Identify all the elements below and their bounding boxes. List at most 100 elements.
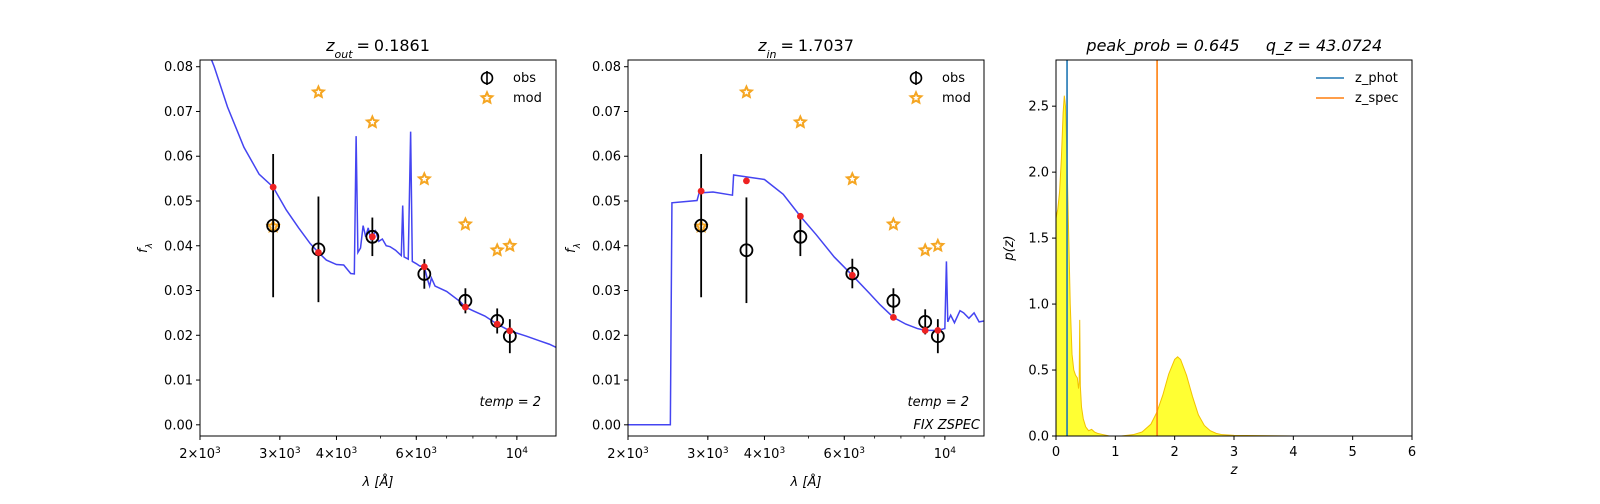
model-photometry-point <box>493 320 501 328</box>
legend-label-zphot: z_phot <box>1355 71 1398 86</box>
y-axis-label: p(z) <box>1002 235 1017 261</box>
model-photometry-point <box>934 326 942 334</box>
model-photometry-point <box>921 326 929 334</box>
model-spectrum-line <box>210 60 556 349</box>
x-tick-label: 0 <box>1052 445 1060 460</box>
legend-label-mod: mod <box>513 91 542 106</box>
mod-star-point <box>844 170 861 186</box>
plot-area <box>210 60 556 354</box>
x-axis-label: λ [Å] <box>362 474 394 490</box>
annotation-temp: temp = 2 <box>908 395 969 410</box>
y-axis-label: fλ <box>136 243 155 253</box>
legend-label-mod: mod <box>942 91 971 106</box>
model-photometry-point <box>420 263 428 271</box>
obs-point <box>845 266 860 281</box>
model-photometry-point <box>506 327 514 335</box>
y-tick-label: 0.00 <box>592 418 621 433</box>
mod-star-point <box>310 84 327 99</box>
y-tick-label: 2.0 <box>1028 166 1049 181</box>
x-tick-label: 3 <box>1230 445 1238 460</box>
x-tick-label: 5 <box>1349 445 1357 460</box>
model-photometry-point <box>461 303 469 311</box>
model-photometry-point <box>269 183 277 191</box>
x-tick-label: 6×103 <box>396 446 437 462</box>
obs-point <box>694 218 709 233</box>
y-axis: 0.0 0.5 1.0 1.5 2.0 2.5 <box>1028 100 1056 445</box>
model-photometry-point <box>889 313 897 321</box>
panel-title-peak-prob: peak_prob = 0.645 <box>1085 36 1239 56</box>
axes-frame <box>199 59 557 437</box>
mod-star-point <box>738 84 755 99</box>
model-spectrum-line <box>628 174 984 426</box>
obs-point <box>739 243 754 258</box>
plot-area <box>1056 60 1353 436</box>
legend: obs mod <box>479 71 542 106</box>
y-tick-label: 0.03 <box>592 284 621 299</box>
x-axis-label: z <box>1230 463 1239 478</box>
x-axis: 0 1 2 3 4 5 6 <box>1052 436 1416 460</box>
x-tick-label: 6 <box>1408 445 1416 460</box>
legend-mod-marker <box>479 89 495 105</box>
x-tick-label: 104 <box>506 446 529 462</box>
annotation-temp: temp = 2 <box>480 395 541 410</box>
legend-label-zspec: z_spec <box>1355 91 1399 106</box>
y-tick-label: 0.5 <box>1028 364 1049 379</box>
model-photometry-point <box>315 249 322 256</box>
panel-title-qz: q_z = 43.0724 <box>1266 36 1382 56</box>
x-axis-label: λ [Å] <box>790 474 822 490</box>
y-tick-label: 0.00 <box>164 418 193 433</box>
mod-star-point <box>364 114 381 129</box>
y-axis: 0.00 0.01 0.02 0.03 0.04 0.05 0.06 0.07 0.08 <box>592 60 628 433</box>
x-tick-label: 2 <box>1171 445 1179 460</box>
legend-mod-marker <box>908 89 924 105</box>
mod-star-point <box>885 216 902 231</box>
x-tick-label: 1 <box>1111 445 1119 460</box>
axes-frame <box>627 59 985 437</box>
y-tick-label: 0.08 <box>164 60 193 75</box>
x-tick-label: 104 <box>934 446 957 462</box>
model-photometry-point <box>743 177 750 185</box>
y-tick-label: 2.5 <box>1028 100 1049 115</box>
legend-star-icon <box>908 89 924 105</box>
y-tick-label: 0.06 <box>592 150 621 165</box>
y-tick-label: 0.02 <box>164 329 193 344</box>
y-tick-label: 0.05 <box>592 195 621 210</box>
mod-star-point <box>917 242 933 257</box>
legend-obs-marker <box>480 71 494 85</box>
obs-point <box>793 229 808 244</box>
y-tick-label: 0.08 <box>592 60 621 75</box>
model-photometry-point <box>848 271 856 279</box>
y-tick-label: 0.07 <box>164 105 193 120</box>
y-tick-label: 1.0 <box>1028 298 1049 313</box>
panel-title: zout = 0.1861 <box>325 36 430 61</box>
x-axis: 2×103 3×103 4×103 6×103 104 <box>607 436 956 462</box>
y-tick-label: 0.0 <box>1028 430 1049 445</box>
x-tick-label: 4 <box>1289 445 1297 460</box>
legend-label-obs: obs <box>513 71 536 86</box>
pdf-edge-line <box>1056 95 1353 436</box>
mod-star-point <box>416 170 433 186</box>
legend-label-obs: obs <box>942 71 965 86</box>
legend-obs-marker <box>909 71 923 85</box>
sed-panel-zin: zin = 1.7037 2×103 3×103 4×103 6×103 104 0.000… <box>564 36 985 490</box>
sed-panel-zout: zout = 0.1861 2×103 3×103 4×103 6×103 104 0.00… <box>136 36 557 490</box>
legend: obs mod <box>908 71 971 106</box>
x-tick-label: 6×103 <box>824 446 865 462</box>
y-tick-label: 0.02 <box>592 329 621 344</box>
y-tick-label: 0.01 <box>592 374 621 389</box>
panel-title: zin = 1.7037 <box>757 36 854 61</box>
legend-star-icon <box>479 89 495 105</box>
x-axis: 2×103 3×103 4×103 6×103 104 <box>179 436 528 462</box>
legend: z_phot z_spec <box>1316 71 1399 106</box>
x-tick-label: 3×103 <box>259 446 300 462</box>
model-photometry-point <box>796 212 804 220</box>
obs-point <box>886 293 901 308</box>
mod-star-point <box>489 242 505 257</box>
x-tick-label: 4×103 <box>316 446 357 462</box>
mod-star-point <box>930 237 946 253</box>
y-tick-label: 0.03 <box>164 284 193 299</box>
x-tick-label: 4×103 <box>744 446 785 462</box>
y-tick-label: 0.06 <box>164 150 193 165</box>
model-photometry-point <box>697 187 705 195</box>
